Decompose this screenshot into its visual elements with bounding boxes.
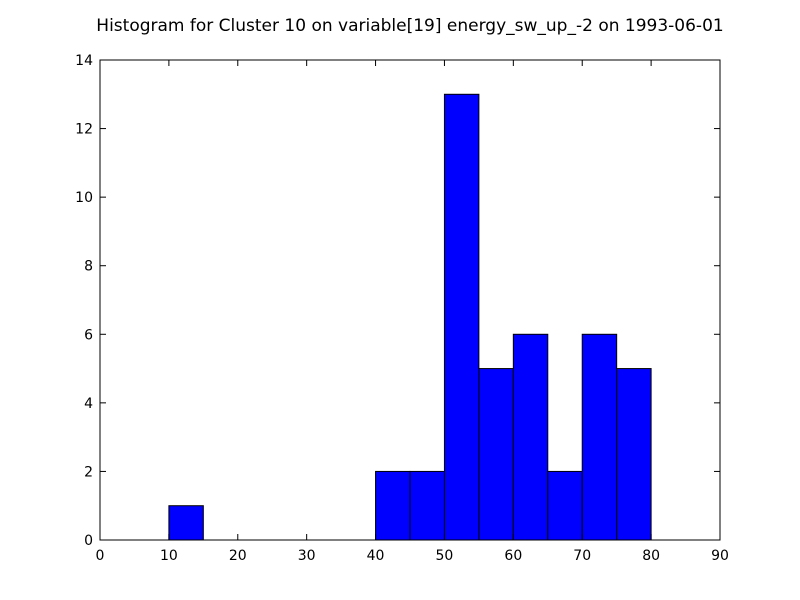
x-tick-label: 20 (229, 548, 247, 564)
histogram-bar-70-75 (581, 333, 618, 541)
axes-frame (99, 59, 721, 541)
y-tick-label: 8 (84, 259, 93, 275)
x-tick-label: 90 (711, 548, 729, 564)
x-tick-label: 30 (298, 548, 316, 564)
x-tick-label: 50 (436, 548, 454, 564)
chart-title: Histogram for Cluster 10 on variable[19]… (96, 16, 723, 36)
y-tick-label: 14 (75, 53, 93, 69)
x-tick-label: 60 (504, 548, 522, 564)
histogram-bar-55-60 (478, 368, 514, 541)
histogram-bar-40-45 (375, 470, 411, 541)
histogram-bar-75-80 (616, 368, 652, 541)
y-tick-label: 6 (84, 327, 93, 343)
x-tick-label: 10 (160, 548, 178, 564)
bars-group (168, 93, 652, 541)
x-tick-label: 70 (573, 548, 591, 564)
x-tick-label: 40 (367, 548, 385, 564)
y-tick-label: 4 (84, 396, 93, 412)
x-axis: 0 10 20 30 40 50 60 70 80 90 (96, 60, 729, 564)
histogram-bar-45-50 (409, 470, 445, 541)
histogram-bar-50-55 (443, 93, 480, 541)
y-tick-label: 12 (75, 122, 93, 138)
x-tick-label: 0 (96, 548, 105, 564)
histogram-bar-60-65 (512, 333, 549, 541)
y-tick-label: 2 (84, 464, 93, 480)
y-axis: 0 2 4 6 8 10 12 14 (75, 53, 720, 549)
histogram-bar-10-15 (168, 505, 204, 541)
histogram-bar-65-70 (547, 470, 583, 541)
y-tick-label: 10 (75, 190, 93, 206)
x-tick-label: 80 (642, 548, 660, 564)
y-tick-label: 0 (84, 533, 93, 549)
